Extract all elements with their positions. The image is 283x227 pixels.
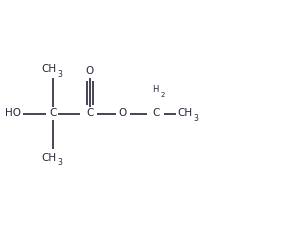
Text: 3: 3	[194, 114, 199, 123]
Text: HO: HO	[5, 109, 22, 118]
Text: 2: 2	[160, 92, 165, 99]
Text: C: C	[152, 109, 159, 118]
Text: CH: CH	[41, 153, 56, 163]
Text: CH: CH	[177, 109, 192, 118]
Text: O: O	[119, 109, 127, 118]
Text: 3: 3	[57, 69, 63, 79]
Text: H: H	[153, 85, 159, 94]
Text: CH: CH	[41, 64, 56, 74]
Text: C: C	[49, 109, 57, 118]
Text: O: O	[86, 66, 94, 76]
Text: 3: 3	[57, 158, 63, 167]
Text: C: C	[86, 109, 94, 118]
